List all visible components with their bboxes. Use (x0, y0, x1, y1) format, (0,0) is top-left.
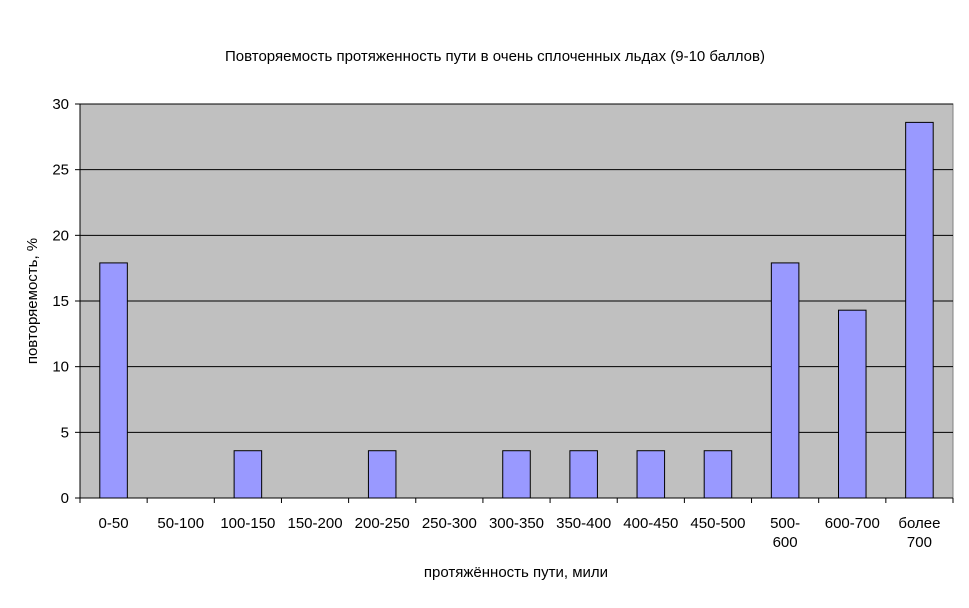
x-tick-label: 350-400 (556, 515, 611, 532)
x-tick-label: 200-250 (355, 515, 410, 532)
chart-title: Повторяемость протяженность пути в очень… (225, 48, 765, 65)
bar (233, 450, 263, 499)
bar (502, 450, 531, 499)
y-tick-label: 20 (52, 227, 69, 244)
y-tick-label: 10 (52, 359, 69, 376)
x-tick-label: 0-50 (99, 515, 129, 532)
y-axis-label: повторяемость, % (24, 238, 41, 364)
x-tick-label: 600-700 (825, 515, 880, 532)
y-tick-label: 5 (61, 424, 69, 441)
bar (838, 309, 867, 499)
x-tick-label: 450-500 (690, 515, 745, 532)
x-tick-labels: 0-50 50-100 100-150 150-200 200-250 250-300 30… (99, 515, 941, 551)
y-tick-label: 25 (52, 162, 69, 179)
x-tick-label: 500-600 (770, 515, 800, 551)
bar (636, 450, 666, 499)
x-axis-label: протяжённость пути, мили (424, 564, 608, 581)
x-tick-label: 250-300 (422, 515, 477, 532)
x-tick-label: 150-200 (288, 515, 343, 532)
x-tick-label: 50-100 (157, 515, 204, 532)
axes (75, 103, 954, 503)
x-tick-label: 300-350 (489, 515, 544, 532)
bar (99, 262, 128, 499)
bar (770, 262, 800, 499)
x-tick-label: более 700 (898, 515, 940, 551)
y-tick-label: 15 (52, 293, 69, 310)
bar (367, 450, 397, 499)
gridlines (80, 103, 953, 433)
bar (703, 450, 733, 499)
x-tick-label: 400-450 (623, 515, 678, 532)
y-tick-labels: 0 5 10 15 20 25 30 (52, 96, 69, 507)
y-tick-label: 0 (61, 490, 69, 507)
bars (99, 121, 934, 499)
x-tick-label: 100-150 (220, 515, 275, 532)
bar (569, 450, 598, 499)
bar (905, 121, 934, 499)
y-tick-label: 30 (52, 96, 69, 113)
